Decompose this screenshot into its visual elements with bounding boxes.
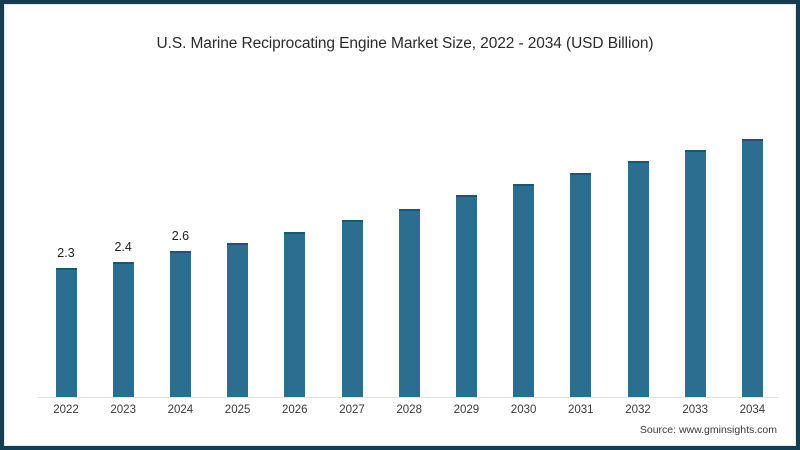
bar-2032[interactable] xyxy=(627,161,649,397)
bar-2030[interactable] xyxy=(513,184,535,397)
x-axis-tick-2027: 2027 xyxy=(339,404,365,416)
bar-2025[interactable] xyxy=(227,243,249,397)
bar-2034[interactable] xyxy=(741,139,763,397)
x-axis-tick-2033: 2033 xyxy=(682,404,708,416)
x-axis-tick-2026: 2026 xyxy=(282,404,308,416)
bar-2023[interactable] xyxy=(112,262,134,397)
bar-2026[interactable] xyxy=(284,232,306,397)
x-axis-tick-2029: 2029 xyxy=(453,404,480,416)
x-axis-tick-2030: 2030 xyxy=(510,404,537,416)
x-axis-tick-2023: 2023 xyxy=(110,404,136,416)
page-title: U.S. Marine Reciprocating Engine Market … xyxy=(156,35,654,52)
bar-2031[interactable] xyxy=(570,173,592,397)
bar-chart-plot-area: 2.3 2022 2.4 2023 2.6 2024 2025 2026 2027 2028 202… xyxy=(5,5,796,446)
x-axis-tick-2031: 2031 xyxy=(568,404,594,416)
bar-value-label-2024: 2.6 xyxy=(171,229,190,243)
x-axis-line xyxy=(37,397,779,398)
x-axis-tick-2034: 2034 xyxy=(739,404,766,416)
x-axis-tick-2028: 2028 xyxy=(396,404,422,416)
bar-2022[interactable] xyxy=(55,268,77,397)
bar-value-label-2023: 2.4 xyxy=(114,240,132,254)
chart-inner-panel: U.S. Marine Reciprocating Engine Market … xyxy=(4,4,796,446)
x-axis-tick-2025: 2025 xyxy=(224,404,251,416)
bar-value-label-2022: 2.3 xyxy=(57,246,75,260)
bar-2024[interactable] xyxy=(169,251,191,397)
x-axis-tick-2032: 2032 xyxy=(625,404,651,416)
source-attribution: Source: www.gminsights.com xyxy=(639,424,777,436)
x-axis-tick-2024: 2024 xyxy=(167,404,194,416)
bar-2033[interactable] xyxy=(684,150,706,397)
bar-2027[interactable] xyxy=(341,220,363,397)
bar-2028[interactable] xyxy=(398,209,420,397)
x-axis-tick-2022: 2022 xyxy=(53,404,79,416)
bar-2029[interactable] xyxy=(455,195,477,397)
